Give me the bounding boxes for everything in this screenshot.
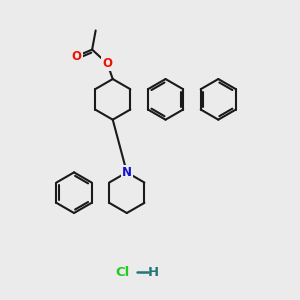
Text: O: O [72, 50, 82, 63]
Text: Cl: Cl [116, 266, 130, 279]
Text: H: H [148, 266, 159, 279]
Text: O: O [102, 57, 112, 70]
Text: N: N [122, 166, 132, 179]
